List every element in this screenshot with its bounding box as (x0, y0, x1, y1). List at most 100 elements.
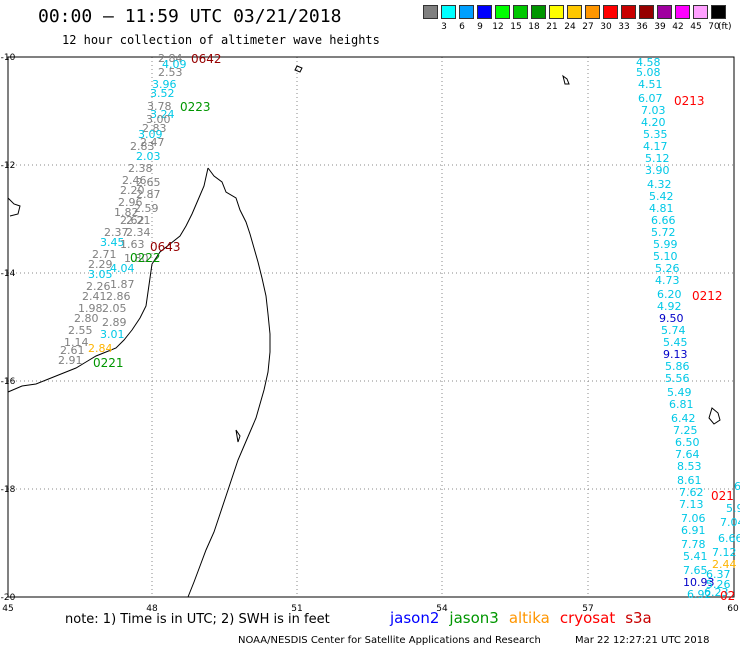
wave-height-label: 2.83 (130, 140, 155, 153)
legend-swatch (531, 5, 546, 19)
wave-height-label: 2.46 (122, 174, 147, 187)
wave-height-label: 6.07 (638, 92, 663, 105)
legend-swatch (585, 5, 600, 19)
footer-timestamp: Mar 22 12:27:21 UTC 2018 (575, 635, 710, 646)
y-tick-label: -14 (1, 269, 16, 279)
wave-height-label: 2.41 (82, 290, 107, 303)
wave-height-label: 4.81 (649, 202, 674, 215)
pass-time-label: 0643 (150, 240, 181, 254)
wave-height-label: 5.49 (667, 386, 692, 399)
wave-height-label: 3.45 (100, 236, 125, 249)
wave-height-label: 2.29 (88, 258, 113, 271)
wave-height-label: 7.13 (679, 498, 704, 511)
pass-time-label: 0212 (692, 289, 723, 303)
wave-height-label: 2.55 (68, 324, 93, 337)
legend-swatch (459, 5, 474, 19)
coastline (7, 65, 721, 598)
island-small-3 (294, 65, 303, 73)
legend-swatch (513, 5, 528, 19)
wave-height-label: 4.92 (657, 300, 682, 313)
legend-swatch (549, 5, 564, 19)
legend-swatch (567, 5, 582, 19)
x-tick-label: 48 (146, 604, 158, 614)
legend-swatch (675, 5, 690, 19)
wave-height-label: 2.26 (86, 280, 111, 293)
wave-height-label: 2.89 (102, 316, 127, 329)
x-tick-label: 51 (291, 604, 302, 614)
legend-label: 21 (546, 22, 558, 32)
y-tick-label: -18 (1, 485, 16, 495)
wave-height-label: 4.09 (162, 58, 187, 71)
wave-height-label: 6.91 (681, 524, 706, 537)
wave-height-label: 7.64 (675, 448, 700, 461)
legend-label: 6 (459, 22, 465, 32)
y-tick-label: -20 (1, 593, 16, 603)
map-frame (7, 56, 735, 598)
wave-height-label: 2.71 (92, 248, 117, 261)
island-small-2 (708, 407, 721, 425)
wave-height-label: 2.05 (102, 302, 127, 315)
pass-time-label: 0222 (130, 251, 161, 265)
legend-swatch (639, 5, 654, 19)
wave-height-label: 4.58 (636, 56, 661, 69)
wave-height-label: 1.80 (124, 252, 149, 265)
wave-height-label: 4.51 (638, 78, 663, 91)
wave-height-label: 9.50 (659, 312, 684, 325)
satellite-label: s3a (625, 609, 652, 627)
wave-height-label: 2.59 (134, 202, 159, 215)
y-tick-label: -10 (1, 53, 16, 63)
wave-height-label: 2.53 (158, 66, 183, 79)
wave-height-label: 2.83 (142, 122, 167, 135)
satellite-label: altika (508, 609, 550, 627)
satellite-label: cryosat (559, 609, 616, 627)
wave-height-label: 5.45 (663, 336, 688, 349)
legend-label: 27 (582, 22, 594, 32)
legend-swatch (621, 5, 636, 19)
wave-height-label: 6.20 (657, 288, 682, 301)
legend-swatch (423, 5, 438, 19)
wave-height-label: 2.86 (106, 290, 131, 303)
pass-time-label: 021 (711, 489, 734, 503)
wave-height-label: 2.87 (136, 188, 161, 201)
wave-height-label: 5.08 (636, 66, 661, 79)
observation-labels: 2.844.092.533.963.523.783.243.002.833.09… (58, 52, 740, 601)
legend-label: 45 (690, 22, 702, 32)
wave-height-label: 4.32 (647, 178, 672, 191)
wave-height-label: 5.10 (653, 250, 678, 263)
wave-height-label: 3.90 (645, 164, 670, 177)
wave-height-label: 6.66 (718, 532, 740, 545)
wave-height-label: 6.66 (651, 214, 676, 227)
wave-height-label: 2.61 (60, 344, 85, 357)
wave-height-label: 7.03 (641, 104, 666, 117)
wave-height-label: 5.26 (655, 262, 680, 275)
x-tick-label: 54 (436, 604, 448, 614)
x-tick-label: 57 (582, 604, 593, 614)
island-north (7, 197, 21, 217)
wave-height-label: 5.72 (651, 226, 676, 239)
wave-height-label: 6.81 (669, 398, 694, 411)
footer-credit: NOAA/NESDIS Center for Satellite Applica… (238, 635, 541, 646)
legend-swatch (495, 5, 510, 19)
legend-label: 24 (564, 22, 576, 32)
y-tick-label: -16 (1, 377, 16, 387)
pass-time-label: 02 (720, 589, 735, 603)
wave-height-label: 5.9 (726, 502, 740, 515)
wave-height-label: 4.73 (655, 274, 680, 287)
legend-label: 36 (636, 22, 648, 32)
wave-height-label: 2.03 (136, 150, 161, 163)
legend-label: 9 (477, 22, 483, 32)
wave-height-label: 2.47 (140, 136, 165, 149)
wave-height-label: 3.96 (152, 78, 177, 91)
wave-height-label: 1.82 (114, 206, 139, 219)
wave-height-label: 1.14 (64, 336, 89, 349)
wave-height-label: 6.50 (675, 436, 700, 449)
lat-lon-grid (8, 57, 733, 597)
wave-height-label: 6.42 (671, 412, 696, 425)
wave-height-label: 1.63 (120, 238, 145, 251)
wave-height-label: 6.23 (704, 586, 729, 599)
wave-height-label: 2.91 (58, 354, 83, 367)
wave-height-label: 4.20 (641, 116, 666, 129)
legend-label: 15 (510, 22, 522, 32)
legend-swatch (711, 5, 726, 19)
